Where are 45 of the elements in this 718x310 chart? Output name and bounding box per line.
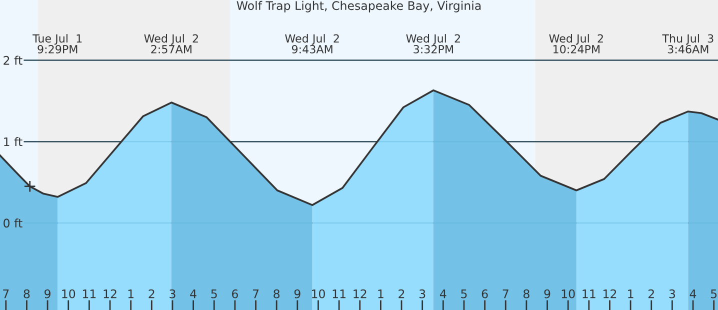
x2-tick-label: Wed Jul 2 10:24PM (549, 34, 603, 54)
x-tick-label: 5 (461, 290, 467, 298)
x-tick-label: 7 (502, 290, 508, 298)
x-tick-label: 12 (104, 289, 116, 298)
x-tick-label: 11 (82, 290, 96, 298)
x-tick-label: 4 (440, 290, 446, 298)
x-tick-label: 5 (710, 290, 717, 298)
x-tick-label: 8 (24, 289, 30, 298)
x2-tick-label: Wed Jul 2 2:57AM (144, 34, 198, 54)
x-tick-label: 1 (378, 290, 384, 298)
x2-tick-label: Thu Jul 3 3:46AM (662, 34, 714, 54)
x-tick-label: 2 (648, 289, 654, 298)
y-tick-label: 0 ft (4, 218, 22, 228)
x-tick-label: 6 (232, 289, 238, 298)
x2-tick-label: Wed Jul 2 3:32PM (406, 34, 460, 54)
x-tick-label: 8 (523, 289, 530, 298)
x-tick-label: 9 (294, 289, 300, 298)
x-tick-label: 4 (690, 290, 696, 298)
x-tick-label: 4 (190, 290, 196, 298)
x-tick-label: 11 (582, 290, 596, 298)
x-tick-label: 7 (3, 290, 9, 298)
x-tick-label: 6 (482, 289, 488, 298)
x-tick-label: 2 (148, 289, 154, 298)
x-tick-label: 1 (628, 290, 634, 298)
x-tick-label: 10 (312, 289, 325, 298)
x-tick-label: 2 (398, 289, 404, 298)
x-tick-label: 11 (332, 290, 346, 298)
x-tick-label: 12 (354, 289, 366, 298)
x-tick-label: 5 (211, 290, 217, 298)
x2-tick-label: Wed Jul 2 9:43AM (285, 34, 339, 54)
x-tick-label: 3 (669, 289, 675, 298)
x-tick-label: 7 (252, 290, 259, 298)
y-tick-label: 2 ft (4, 56, 22, 65)
chart-title: Wolf Trap Light, Chesapeake Bay, Virginia (236, 0, 481, 12)
x-tick-label: 9 (44, 289, 50, 298)
x-tick-label: 10 (562, 289, 575, 298)
x2-tick-label: Tue Jul 1 9:29PM (32, 34, 82, 54)
y-tick-label: 1 ft (4, 137, 22, 146)
x-tick-label: 3 (419, 289, 426, 298)
x-tick-label: 12 (604, 289, 616, 298)
x-tick-label: 1 (128, 290, 134, 298)
x-tick-label: 8 (274, 289, 280, 298)
x-tick-label: 3 (170, 289, 176, 298)
x-tick-label: 9 (544, 289, 550, 298)
x-tick-label: 10 (62, 289, 76, 298)
